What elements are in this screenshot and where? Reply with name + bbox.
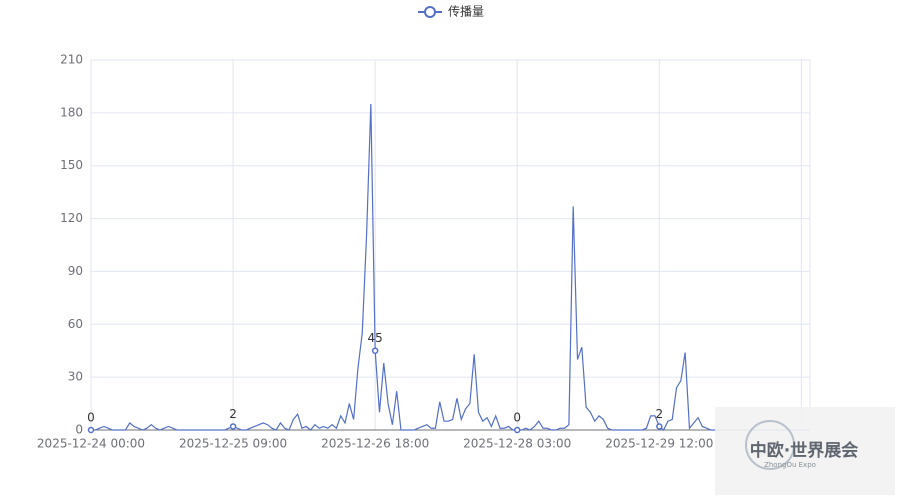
x-tick-label: 2025-12-24 00:00 xyxy=(37,437,145,451)
y-tick-label: 30 xyxy=(68,370,83,384)
data-label: 0 xyxy=(87,411,95,425)
x-tick-label: 2025-12-26 18:00 xyxy=(321,437,429,451)
watermark-subtitle: ZhongOu Expo xyxy=(764,461,816,469)
y-tick-label: 120 xyxy=(60,211,83,225)
point xyxy=(656,423,663,430)
x-tick-label: 2025-12-28 03:00 xyxy=(463,437,571,451)
watermark-globe xyxy=(745,420,795,470)
series-line xyxy=(91,104,810,431)
y-tick-label: 180 xyxy=(60,105,83,119)
data-label: 2 xyxy=(229,407,237,421)
data-label: 0 xyxy=(513,411,521,425)
watermark-title: 中欧·世界展会 xyxy=(750,440,858,461)
point xyxy=(513,426,521,434)
x-tick-label: 2025-12-25 09:00 xyxy=(179,437,287,451)
legend-symbol xyxy=(424,6,436,18)
y-tick-label: 90 xyxy=(68,264,83,278)
x-tick-label: 2025-12-29 12:00 xyxy=(605,437,713,451)
y-tick-label: 150 xyxy=(60,158,83,172)
y-tick-label: 0 xyxy=(75,423,83,437)
y-tick-label: 60 xyxy=(68,317,83,331)
data-label: 45 xyxy=(368,331,383,345)
watermark-box xyxy=(715,407,895,495)
y-tick-label: 210 xyxy=(60,53,83,67)
data-label: 2 xyxy=(655,407,663,421)
legend-label: 传播量 xyxy=(448,4,484,19)
point xyxy=(371,347,379,354)
point xyxy=(87,426,95,434)
point xyxy=(229,423,237,430)
